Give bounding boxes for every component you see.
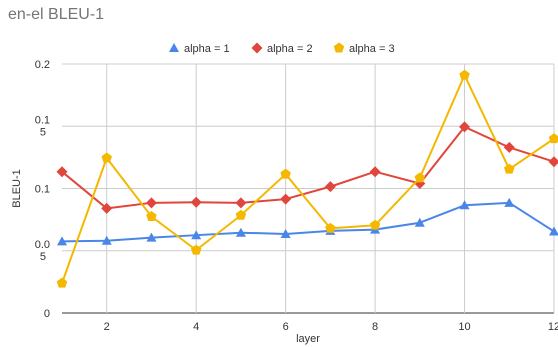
data-point [146,232,157,242]
x-tick-label: 4 [193,321,199,333]
y-tick-label: 0.0 5 [35,239,50,263]
legend-marker [169,43,179,52]
data-point [369,166,381,178]
x-axis-label: layer [296,333,320,345]
x-tick-label: 8 [372,321,378,333]
data-point [57,236,67,246]
data-point [503,141,515,153]
data-point [56,166,68,178]
data-point [549,226,558,236]
data-point [280,228,291,238]
data-point [101,202,113,214]
data-point [101,235,112,245]
y-tick-label: 0.1 5 [35,114,50,138]
data-point [145,197,157,209]
data-point [459,121,471,133]
data-point [280,193,292,205]
data-point [191,230,202,240]
legend-marker [333,42,345,53]
x-tick-label: 6 [283,321,289,333]
data-point [190,196,202,208]
legend-label: alpha = 2 [267,43,313,55]
y-tick-label: 0.1 [35,184,50,196]
data-point [414,172,426,183]
data-point [459,200,470,210]
series-line [61,201,555,243]
legend-label: alpha = 1 [184,43,230,55]
x-tick-label: 12 [548,321,558,333]
data-point [548,133,558,144]
data-point [369,219,381,230]
data-point [414,217,425,227]
data-point [548,156,558,168]
data-point [459,69,470,80]
data-point [504,197,515,207]
data-point [280,168,291,179]
legend-marker [251,42,263,54]
y-tick-label: 0.2 [35,59,50,71]
y-axis-label: BLEU-1 [11,169,23,208]
data-point [101,152,112,163]
data-point [235,209,247,220]
data-point [325,222,336,233]
data-point [324,181,336,193]
data-point [56,277,68,288]
data-point [146,211,157,221]
series-line [61,74,555,284]
data-point [235,197,247,209]
data-point [504,163,515,174]
x-tick-label: 2 [104,321,110,333]
data-point [235,227,246,237]
x-tick-label: 10 [458,321,470,333]
legend-label: alpha = 3 [349,43,395,55]
series-line [61,125,555,210]
y-tick-label: 0 [44,308,50,320]
chart-title: en-el BLEU-1 [8,6,105,23]
data-point [190,244,202,255]
